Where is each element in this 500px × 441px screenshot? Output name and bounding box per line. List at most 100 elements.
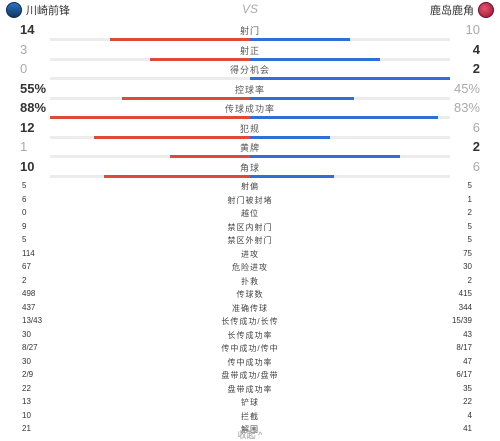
home-value: 0 — [22, 208, 27, 217]
home-bar-track — [50, 57, 250, 61]
away-team-name: 鹿岛鹿角 — [430, 5, 474, 17]
away-value: 5 — [467, 235, 472, 244]
away-bar-track — [250, 57, 450, 61]
home-team-logo-icon — [6, 2, 22, 18]
away-bar-track — [250, 116, 450, 119]
home-value: 13/43 — [22, 316, 43, 325]
stat-label: 角球 — [239, 162, 260, 173]
home-bar-fill — [50, 116, 250, 119]
home-team[interactable]: 川崎前锋 — [6, 2, 70, 18]
away-bar-fill — [250, 57, 380, 61]
away-value: 5 — [467, 181, 472, 190]
away-value: 1 — [467, 194, 472, 204]
away-value: 4 — [467, 410, 472, 420]
list-stat-row: 22 盘带成功率 35 — [0, 383, 500, 397]
home-value: 5 — [22, 181, 27, 190]
away-bar-track — [250, 96, 450, 100]
home-bar-fill — [94, 135, 250, 139]
home-value: 30 — [22, 329, 31, 339]
away-value: 15/39 — [451, 316, 472, 325]
stat-label: 扑救 — [241, 276, 259, 286]
home-value: 12 — [20, 119, 35, 135]
list-stat-row: 6 射门被封堵 1 — [0, 194, 500, 208]
away-value: 4 — [472, 41, 480, 57]
home-value: 22 — [22, 383, 31, 393]
away-bar-fill — [250, 38, 350, 41]
away-value: 30 — [463, 262, 472, 271]
home-value: 67 — [22, 262, 31, 271]
away-value: 41 — [463, 424, 472, 433]
stat-label: 进攻 — [241, 249, 259, 259]
home-value: 13 — [22, 397, 31, 406]
away-value: 35 — [463, 383, 472, 393]
home-value: 5 — [22, 235, 27, 244]
away-value: 6 — [472, 158, 480, 174]
away-bar-track — [250, 174, 450, 178]
away-value: 415 — [458, 289, 472, 298]
bar-stat-row: 12 犯规 6 — [0, 120, 500, 144]
home-value: 2/9 — [22, 370, 34, 379]
home-team-name: 川崎前锋 — [26, 5, 70, 17]
stat-label: 拦截 — [241, 411, 259, 421]
away-team[interactable]: 鹿岛鹿角 — [430, 2, 494, 18]
home-value: 498 — [22, 289, 36, 298]
list-stat-row: 437 准确传球 344 — [0, 302, 500, 316]
home-bar-fill — [104, 174, 250, 178]
bar-stat-row: 88% 传球成功率 83% — [0, 100, 500, 124]
list-stat-row: 10 拦截 4 — [0, 410, 500, 424]
home-value: 55% — [20, 80, 47, 96]
list-stat-row: 2/9 盘带成功/盘带 6/17 — [0, 369, 500, 383]
away-bar-fill — [250, 155, 400, 158]
stat-label: 盘带成功/盘带 — [221, 371, 279, 380]
home-value: 9 — [22, 221, 27, 231]
match-header: 川崎前锋 VS 鹿岛鹿角 — [0, 0, 500, 20]
bar-stat-row: 55% 控球率 45% — [0, 81, 500, 105]
home-bar-track — [50, 38, 250, 41]
away-value: 2 — [472, 139, 480, 154]
home-bar-fill — [170, 155, 250, 158]
stat-label: 传球成功率 — [224, 104, 275, 114]
away-bar-track — [250, 77, 450, 80]
stat-label: 长传成功/长传 — [221, 317, 279, 326]
stat-label: 传中成功/传中 — [221, 344, 279, 353]
home-value: 88% — [20, 100, 47, 115]
home-bar-track — [50, 135, 250, 139]
away-value: 8/17 — [456, 343, 472, 352]
stat-label: 黄牌 — [239, 143, 260, 153]
home-value: 8/27 — [22, 343, 38, 352]
home-value: 14 — [20, 22, 35, 37]
home-value: 21 — [22, 424, 31, 433]
stat-label: 射正 — [239, 45, 260, 56]
stat-label: 准确传球 — [232, 303, 268, 313]
stat-label: 得分机会 — [229, 65, 270, 75]
stat-label: 越位 — [241, 209, 259, 218]
bar-stat-row: 0 得分机会 2 — [0, 61, 500, 85]
home-value: 6 — [22, 194, 27, 204]
away-bar-fill — [250, 116, 438, 119]
away-value: 10 — [465, 22, 480, 37]
away-bar-track — [250, 135, 450, 139]
away-value: 43 — [463, 329, 472, 339]
home-bar-fill — [122, 96, 250, 100]
stat-label: 禁区内射门 — [227, 222, 273, 232]
collapse-button[interactable]: 收起 ^ — [237, 430, 263, 440]
stat-label: 危险进攻 — [232, 263, 268, 272]
stat-label: 长传成功率 — [227, 330, 273, 340]
bar-stat-row: 10 角球 6 — [0, 159, 500, 183]
list-stat-row: 0 越位 2 — [0, 207, 500, 221]
home-value: 30 — [22, 356, 31, 366]
away-value: 5 — [467, 221, 472, 231]
away-value: 47 — [463, 356, 472, 366]
stat-label: 铲球 — [241, 398, 259, 407]
home-bar-track — [50, 116, 250, 119]
home-bar-track — [50, 96, 250, 100]
away-value: 22 — [463, 397, 472, 406]
list-stat-row: 30 长传成功率 43 — [0, 329, 500, 343]
home-value: 1 — [20, 139, 28, 154]
home-bar-track — [50, 77, 250, 80]
away-bar-fill — [250, 174, 334, 178]
home-value: 2 — [22, 275, 27, 285]
home-value: 437 — [22, 302, 36, 312]
home-value: 114 — [22, 248, 35, 258]
stat-label: 传中成功率 — [227, 357, 273, 367]
